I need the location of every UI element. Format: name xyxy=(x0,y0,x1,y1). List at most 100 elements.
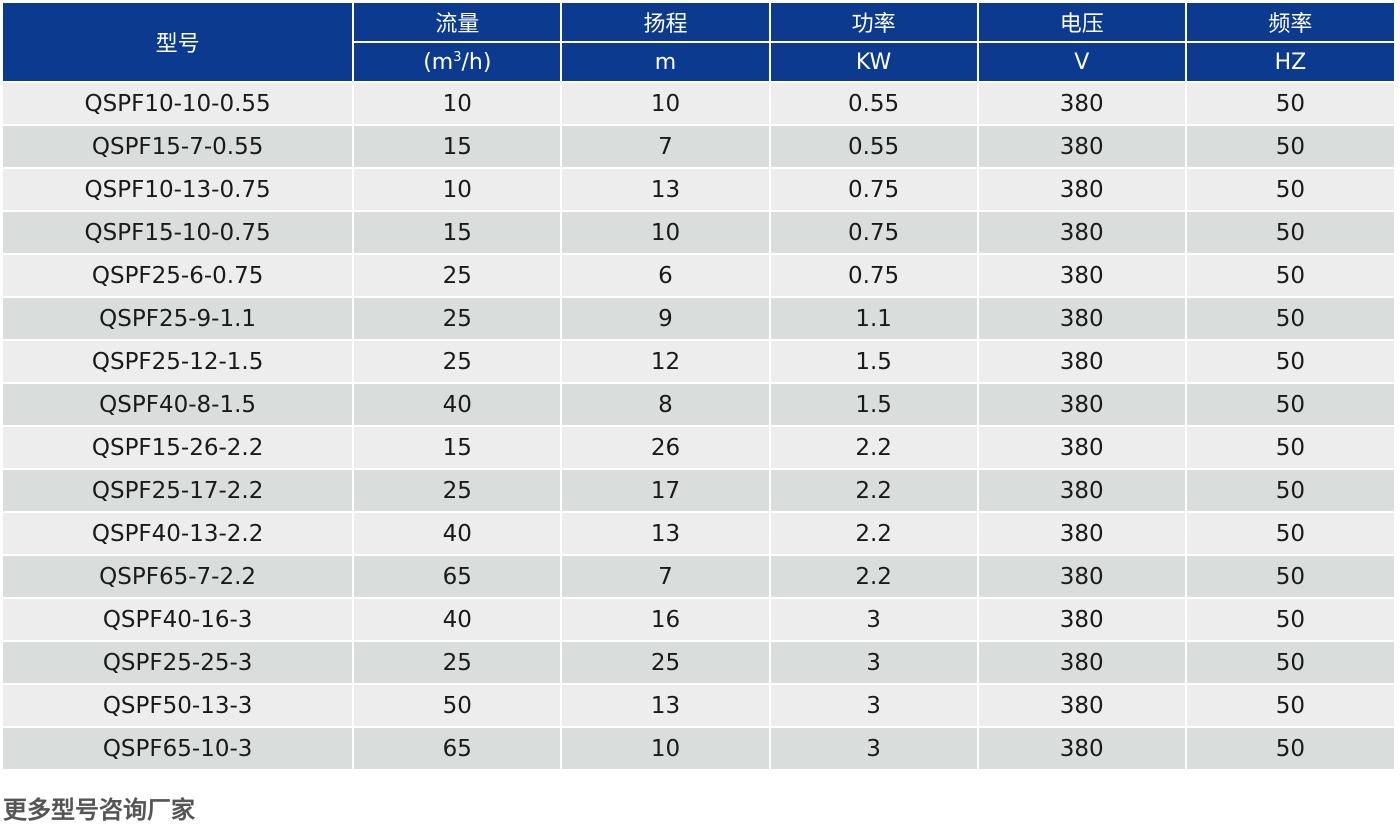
cell-flow: 65 xyxy=(353,726,563,769)
flow-unit-prefix: (m xyxy=(423,49,454,75)
cell-head: 9 xyxy=(561,296,771,340)
cell-flow: 25 xyxy=(353,468,563,512)
cell-frequency: 50 xyxy=(1185,554,1394,598)
cell-voltage: 380 xyxy=(977,597,1187,641)
cell-model: QSPF40-8-1.5 xyxy=(3,382,355,426)
header-frequency-unit: HZ xyxy=(1185,42,1394,83)
cell-model: QSPF10-10-0.55 xyxy=(3,81,355,125)
cell-frequency: 50 xyxy=(1185,382,1394,426)
cell-model: QSPF15-7-0.55 xyxy=(3,124,355,168)
cell-head: 7 xyxy=(561,554,771,598)
cell-head: 10 xyxy=(561,726,771,769)
cell-head: 10 xyxy=(561,210,771,254)
cell-flow: 25 xyxy=(353,296,563,340)
header-voltage-unit: V xyxy=(977,42,1187,83)
flow-unit-sup: 3 xyxy=(453,49,462,65)
table-row: QSPF25-25-3 25 25 3 380 50 xyxy=(3,640,1394,684)
cell-head: 7 xyxy=(561,124,771,168)
cell-flow: 10 xyxy=(353,81,563,125)
cell-voltage: 380 xyxy=(977,468,1187,512)
table-body: QSPF10-10-0.55 10 10 0.55 380 50 QSPF15-7-0.55… xyxy=(3,81,1394,769)
cell-power: 2.2 xyxy=(769,554,979,598)
cell-power: 0.75 xyxy=(769,253,979,297)
cell-power: 3 xyxy=(769,726,979,769)
cell-voltage: 380 xyxy=(977,683,1187,727)
cell-power: 1.5 xyxy=(769,339,979,383)
cell-head: 17 xyxy=(561,468,771,512)
cell-voltage: 380 xyxy=(977,726,1187,769)
footer-note: 更多型号咨询厂家 xyxy=(3,796,195,824)
flow-unit-suffix: /h) xyxy=(461,49,492,75)
cell-model: QSPF15-26-2.2 xyxy=(3,425,355,469)
cell-power: 1.1 xyxy=(769,296,979,340)
cell-frequency: 50 xyxy=(1185,253,1394,297)
header-model: 型号 xyxy=(3,3,355,83)
table-row: QSPF25-12-1.5 25 12 1.5 380 50 xyxy=(3,339,1394,383)
cell-head: 25 xyxy=(561,640,771,684)
table-row: QSPF10-10-0.55 10 10 0.55 380 50 xyxy=(3,81,1394,125)
cell-frequency: 50 xyxy=(1185,683,1394,727)
cell-model: QSPF65-7-2.2 xyxy=(3,554,355,598)
cell-model: QSPF25-25-3 xyxy=(3,640,355,684)
table-row: QSPF65-7-2.2 65 7 2.2 380 50 xyxy=(3,554,1394,598)
cell-flow: 10 xyxy=(353,167,563,211)
cell-flow: 40 xyxy=(353,382,563,426)
cell-frequency: 50 xyxy=(1185,511,1394,555)
header-voltage: 电压 xyxy=(977,3,1187,43)
cell-model: QSPF40-16-3 xyxy=(3,597,355,641)
cell-power: 2.2 xyxy=(769,511,979,555)
cell-model: QSPF40-13-2.2 xyxy=(3,511,355,555)
cell-flow: 40 xyxy=(353,597,563,641)
cell-flow: 65 xyxy=(353,554,563,598)
cell-model: QSPF25-9-1.1 xyxy=(3,296,355,340)
cell-model: QSPF65-10-3 xyxy=(3,726,355,769)
cell-flow: 15 xyxy=(353,425,563,469)
cell-voltage: 380 xyxy=(977,511,1187,555)
spec-table: 型号 流量 扬程 功率 电压 频率 (m3/h) m KW V HZ QSPF1… xyxy=(3,3,1394,769)
cell-frequency: 50 xyxy=(1185,425,1394,469)
cell-frequency: 50 xyxy=(1185,597,1394,641)
cell-flow: 25 xyxy=(353,339,563,383)
table-row: QSPF40-8-1.5 40 8 1.5 380 50 xyxy=(3,382,1394,426)
cell-head: 12 xyxy=(561,339,771,383)
cell-voltage: 380 xyxy=(977,425,1187,469)
cell-voltage: 380 xyxy=(977,124,1187,168)
cell-flow: 25 xyxy=(353,253,563,297)
cell-voltage: 380 xyxy=(977,640,1187,684)
cell-power: 3 xyxy=(769,640,979,684)
table-row: QSPF10-13-0.75 10 13 0.75 380 50 xyxy=(3,167,1394,211)
header-head-unit: m xyxy=(561,42,771,83)
cell-frequency: 50 xyxy=(1185,640,1394,684)
cell-frequency: 50 xyxy=(1185,210,1394,254)
table-row: QSPF15-26-2.2 15 26 2.2 380 50 xyxy=(3,425,1394,469)
cell-voltage: 380 xyxy=(977,167,1187,211)
cell-flow: 50 xyxy=(353,683,563,727)
cell-voltage: 380 xyxy=(977,210,1187,254)
cell-model: QSPF10-13-0.75 xyxy=(3,167,355,211)
header-head: 扬程 xyxy=(561,3,771,43)
table-row: QSPF15-10-0.75 15 10 0.75 380 50 xyxy=(3,210,1394,254)
cell-model: QSPF15-10-0.75 xyxy=(3,210,355,254)
table-row: QSPF25-17-2.2 25 17 2.2 380 50 xyxy=(3,468,1394,512)
cell-power: 2.2 xyxy=(769,468,979,512)
cell-flow: 15 xyxy=(353,124,563,168)
table-row: QSPF25-9-1.1 25 9 1.1 380 50 xyxy=(3,296,1394,340)
cell-head: 13 xyxy=(561,683,771,727)
cell-power: 0.55 xyxy=(769,81,979,125)
table-row: QSPF15-7-0.55 15 7 0.55 380 50 xyxy=(3,124,1394,168)
cell-frequency: 50 xyxy=(1185,124,1394,168)
cell-voltage: 380 xyxy=(977,296,1187,340)
cell-head: 16 xyxy=(561,597,771,641)
cell-power: 2.2 xyxy=(769,425,979,469)
cell-frequency: 50 xyxy=(1185,726,1394,769)
cell-flow: 15 xyxy=(353,210,563,254)
cell-power: 3 xyxy=(769,597,979,641)
cell-power: 0.75 xyxy=(769,167,979,211)
cell-frequency: 50 xyxy=(1185,468,1394,512)
table-row: QSPF65-10-3 65 10 3 380 50 xyxy=(3,726,1394,769)
cell-model: QSPF25-6-0.75 xyxy=(3,253,355,297)
table-row: QSPF40-16-3 40 16 3 380 50 xyxy=(3,597,1394,641)
cell-power: 1.5 xyxy=(769,382,979,426)
header-power: 功率 xyxy=(769,3,979,43)
cell-voltage: 380 xyxy=(977,81,1187,125)
